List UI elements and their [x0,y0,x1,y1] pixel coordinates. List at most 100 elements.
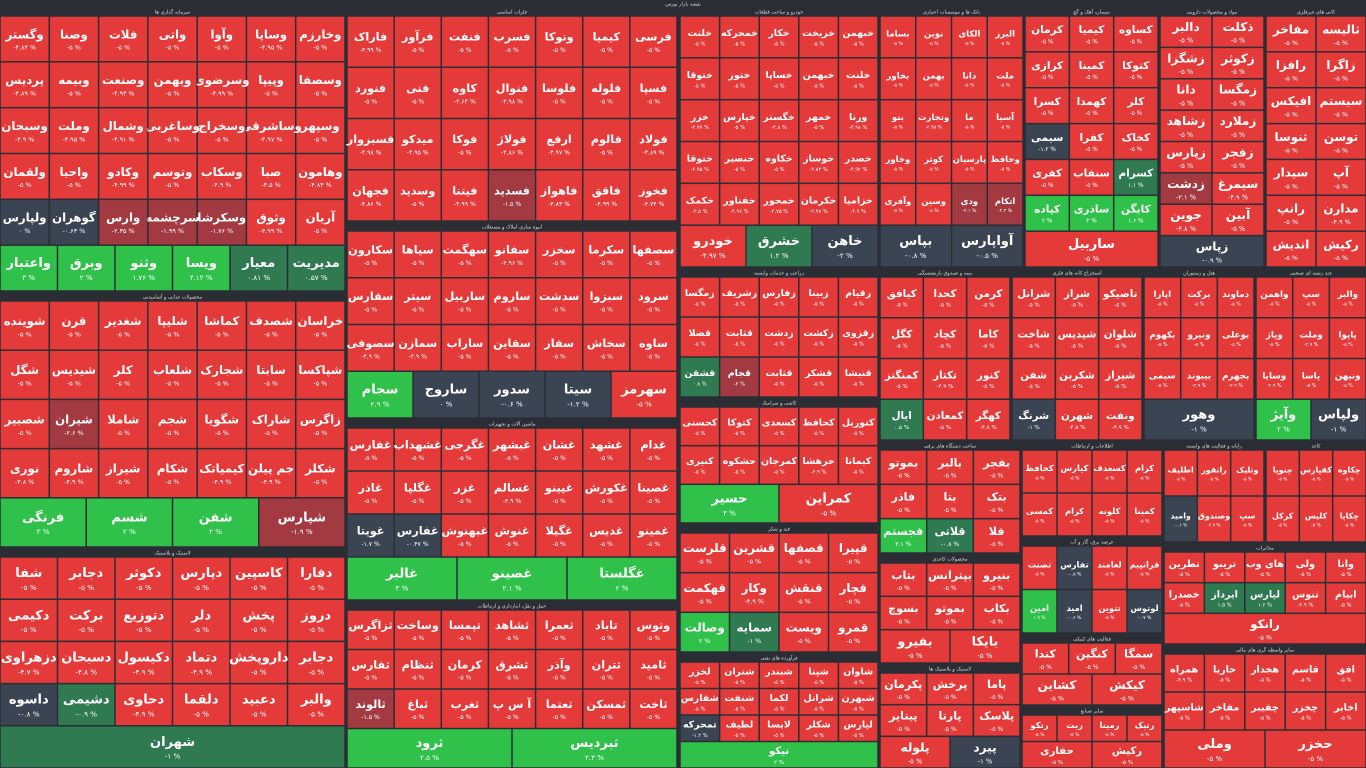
stock-tile[interactable]: ذکلت-۵ % [1212,16,1264,48]
stock-tile[interactable]: پارتا-۵ % [926,704,974,737]
stock-tile[interactable]: لطیف-۵ % [719,715,759,742]
stock-tile[interactable]: غاذر-۵ % [347,471,394,514]
stock-tile[interactable]: زملارد-۵ % [1212,110,1264,142]
stock-tile[interactable]: کیمیاتک-۴.۹ % [197,448,247,498]
stock-tile[interactable]: وملت-۴.۹۵ % [49,107,99,154]
stock-tile[interactable]: جم پیلن-۴.۹ % [246,448,296,498]
stock-tile[interactable]: سرچشمه-۱.۹۹ % [145,199,200,245]
stock-tile[interactable]: ثنوس-۴.۹ % [1285,582,1326,614]
stock-tile[interactable]: سخزر-۵ % [535,231,583,278]
stock-tile[interactable]: فرسی-۵ % [630,16,677,67]
stock-tile[interactable]: زاگرس-۵ % [295,399,345,449]
stock-tile[interactable]: بیبوند-۴.۹ % [1180,358,1218,399]
stock-tile[interactable]: غفارس-۰.۴۷ % [394,514,442,557]
stock-tile[interactable]: جوین-۴.۸ % [1160,204,1212,236]
stock-tile[interactable]: لابسا-۵ % [759,715,799,742]
stock-tile[interactable]: کیکش-۵ % [1092,674,1162,705]
stock-tile[interactable]: فنفت-۵ % [441,16,489,67]
stock-tile[interactable]: پکرمان-۵ % [880,673,927,705]
stock-tile[interactable]: شجم-۵ % [148,399,197,449]
stock-tile[interactable]: شبندر-۵ % [759,662,799,689]
stock-tile[interactable]: قاسم-۵ % [1285,654,1326,692]
stock-tile[interactable]: زقزوی-۵ % [838,317,878,357]
stock-tile[interactable]: سمازن-۴.۹ % [394,324,442,371]
stock-tile[interactable]: ثنظام-۵ % [394,649,442,689]
stock-tile[interactable]: چکاوه-۵ % [1332,450,1366,496]
stock-tile[interactable]: کاما-۵ % [966,318,1010,359]
stock-tile[interactable]: کلر-۵ % [98,350,148,400]
stock-tile[interactable]: شیراز-۵ % [98,448,148,498]
stock-tile[interactable]: کرمن-۵ % [966,277,1010,318]
stock-tile[interactable]: وتلیک-۵ % [1230,450,1264,496]
stock-tile[interactable]: دجابر-۵ % [287,641,345,684]
stock-tile[interactable]: کرکل-۵ % [1266,496,1300,542]
stock-tile[interactable]: شکام-۵ % [148,448,197,498]
stock-tile[interactable]: شفا-۵ % [0,557,58,599]
stock-tile[interactable]: مفاخر-۵ % [1204,692,1245,730]
stock-tile[interactable]: بموتو-۵ % [880,450,927,485]
stock-tile[interactable]: داروپخش-۵ % [229,641,289,684]
stock-tile[interactable]: کسعدی-۵ % [759,407,799,446]
stock-tile[interactable]: وسبحان-۴.۹ % [0,107,50,154]
stock-tile[interactable]: سیدار-۵ % [1266,159,1316,196]
stock-tile[interactable]: شجارک-۵ % [197,350,247,400]
stock-tile[interactable]: دانا-۵ % [951,58,987,100]
stock-tile[interactable]: واهمن-۵ % [1256,277,1293,318]
stock-tile[interactable]: کیمانا-۵ % [838,445,878,485]
stock-tile[interactable]: سخاش-۵ % [582,324,630,371]
stock-tile[interactable]: قثابت-۵ % [759,357,799,397]
stock-tile[interactable]: رتیک-۵ % [1127,715,1162,742]
stock-tile[interactable]: وشمال-۴.۹۱ % [98,107,148,154]
stock-tile[interactable]: خبهمن-۵ % [799,58,839,100]
stock-tile[interactable]: ساراب-۵ % [441,324,489,371]
stock-tile[interactable]: بجهرم-۴.۹ % [1217,358,1254,399]
stock-tile[interactable]: کسرا-۵ % [1025,87,1070,124]
stock-tile[interactable]: کندا-۵ % [1022,643,1069,674]
stock-tile[interactable]: رافزا-۵ % [1266,52,1316,88]
stock-tile[interactable]: غشهد-۵ % [582,428,630,471]
stock-tile[interactable]: دزهراوی-۴.۷ % [0,641,58,684]
stock-tile[interactable]: تفارس-۰.۵ % [1057,546,1092,590]
stock-tile[interactable]: چنوپا-۵ % [1266,450,1300,496]
stock-tile[interactable]: چفیبر-۵ % [1245,692,1285,730]
stock-tile[interactable]: شرنگ-۱ % [1012,399,1056,440]
stock-tile[interactable]: پلاسک-۵ % [973,704,1020,737]
stock-tile[interactable]: وتجارت-۴.۹۵ % [916,99,952,142]
stock-tile[interactable]: غدیس-۵ % [582,514,630,557]
stock-tile[interactable]: تریبو-۵ % [1204,552,1245,583]
stock-tile[interactable]: سفانو-۴.۹۶ % [488,231,536,278]
stock-tile[interactable]: کرازی-۵ % [1025,52,1070,88]
stock-tile[interactable]: چخزر-۵ % [1285,692,1326,730]
stock-tile[interactable]: دماوند-۵ % [1217,277,1254,318]
stock-tile[interactable]: دالبر-۵ % [1160,16,1212,48]
stock-tile[interactable]: وتوسم-۵ % [148,153,197,200]
stock-tile[interactable]: دکوثر-۵ % [115,557,173,599]
stock-tile[interactable]: بکاب-۵ % [973,596,1020,630]
stock-tile[interactable]: خمحور-۴.۷۵ % [759,183,799,225]
stock-tile[interactable]: اطلیف-۵ % [1164,450,1198,496]
stock-tile[interactable]: نوری-۴.۸ % [0,448,50,498]
stock-tile[interactable]: بموتو-۵ % [926,596,974,630]
stock-tile[interactable]: ساروم-۵ % [488,278,536,325]
stock-tile[interactable]: ثامید-۵ % [630,649,677,689]
stock-tile[interactable]: وتوس-۵ % [630,610,677,650]
stock-tile[interactable]: ملت-۵ % [987,58,1023,100]
stock-tile[interactable]: خریخت-۵ % [799,16,839,58]
stock-tile[interactable]: زدشت-۵ % [759,317,799,357]
stock-tile[interactable]: زفجر-۵ % [1212,141,1264,173]
stock-tile[interactable]: وامید-۰.۶ % [1164,496,1198,542]
stock-tile[interactable]: سصوفی-۴.۹ % [347,324,395,371]
stock-tile[interactable]: سمایه-۱ % [729,612,779,652]
stock-tile[interactable]: برکت-۵ % [57,599,115,642]
stock-tile[interactable]: شبهرن-۵ % [838,688,878,715]
stock-tile[interactable]: کیافق-۵ % [880,277,924,318]
stock-tile[interactable]: وسکاب-۴.۹ % [197,153,247,200]
stock-tile[interactable]: مدارن-۴.۹ % [1316,195,1366,231]
stock-tile[interactable]: کمرجان-۵ % [759,445,799,485]
stock-tile[interactable]: شاخت-۵ % [1012,318,1056,359]
stock-tile[interactable]: لخزر-۵ % [680,662,720,689]
stock-tile[interactable]: غنوش-۵ % [488,514,536,557]
